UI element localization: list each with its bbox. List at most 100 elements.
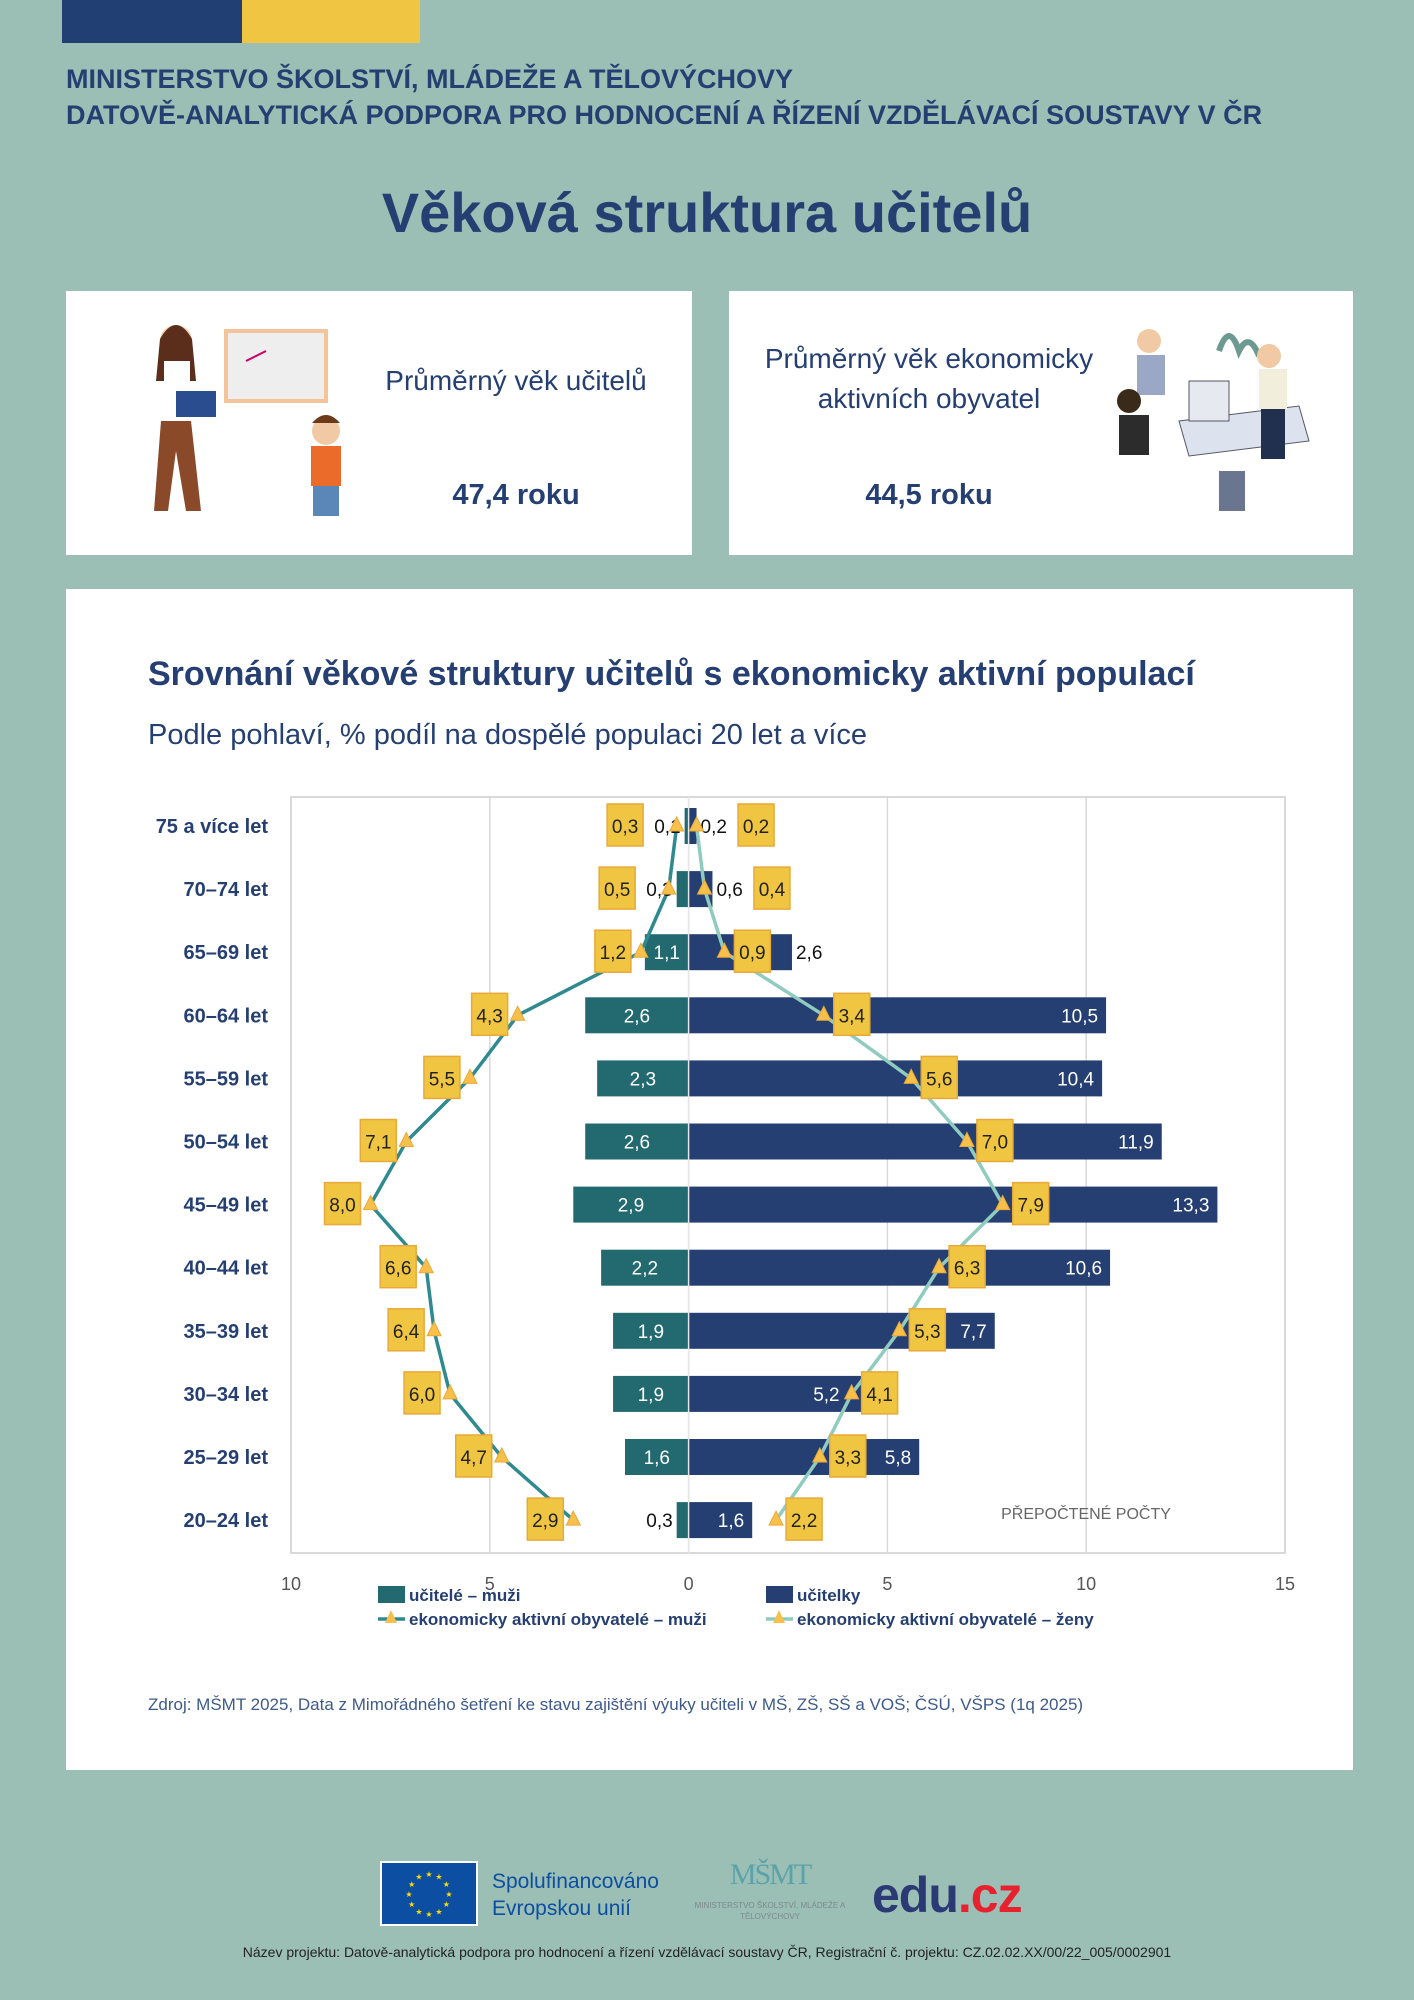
msmt-logo: MŠMT MINISTERSTVO ŠKOLSTVÍ, MLÁDEŽE A TĚ… xyxy=(690,1860,850,1922)
bar-teachers-men xyxy=(676,1502,689,1539)
average-age-teachers-value: 47,4 roku xyxy=(452,479,580,511)
label-workforce-women: 0,9 xyxy=(739,943,765,964)
label-workforce-men: 6,6 xyxy=(385,1259,411,1280)
average-age-teachers-label: Průměrný věk učitelů xyxy=(385,365,647,396)
eu-stars-icon: ★ ★★★★★★★★★★★ xyxy=(405,1870,452,1919)
msmt-logo-mark: MŠMT xyxy=(729,1858,812,1891)
label-workforce-men: 7,1 xyxy=(365,1133,391,1154)
marker-workforce-men xyxy=(668,815,685,832)
y-category-label: 75 a více let xyxy=(156,816,269,838)
line-workforce-men xyxy=(368,825,679,1522)
marker-workforce-men xyxy=(418,1257,434,1274)
y-category-label: 55–59 let xyxy=(183,1068,268,1090)
bar-label-teachers-women: 7,7 xyxy=(960,1322,986,1343)
bar-label-teachers-men: 1,9 xyxy=(638,1322,664,1343)
bar-label-teachers-women: 10,6 xyxy=(1065,1259,1102,1280)
bar-teachers-women xyxy=(688,1123,1162,1160)
y-category-label: 45–49 let xyxy=(183,1195,268,1217)
label-workforce-women: 0,2 xyxy=(743,817,769,838)
teacher-illustration xyxy=(154,325,341,516)
label-workforce-women: 3,3 xyxy=(835,1448,861,1469)
bar-label-teachers-women: 10,4 xyxy=(1057,1069,1094,1090)
label-workforce-women: 4,1 xyxy=(866,1385,892,1406)
eu-star-icon: ★ xyxy=(405,1890,412,1899)
marker-workforce-women xyxy=(994,1194,1011,1211)
bar-label-teachers-women: 13,3 xyxy=(1172,1196,1209,1217)
label-workforce-men: 1,2 xyxy=(600,943,626,964)
bar-label-teachers-women: 1,6 xyxy=(718,1511,744,1532)
label-workforce-women-box xyxy=(833,992,871,1037)
label-workforce-men: 4,7 xyxy=(461,1448,487,1469)
average-age-teachers-card: Průměrný věk učitelů 47,4 roku xyxy=(66,291,692,555)
bar-teachers-women xyxy=(688,1312,995,1349)
marker-workforce-women xyxy=(716,942,733,958)
eu-star-icon: ★ xyxy=(408,1900,415,1909)
label-workforce-men: 0,5 xyxy=(604,880,630,901)
marker-workforce-women xyxy=(891,1320,908,1337)
label-workforce-men: 8,0 xyxy=(329,1196,355,1217)
eu-flag-logo: ★ ★ ★ ★ ★ ★ ★ ★ ★ ★ ★ ★ xyxy=(380,1861,478,1926)
marker-workforce-women xyxy=(815,1005,832,1021)
bar-label-teachers-men: 2,2 xyxy=(632,1259,658,1280)
bar-label-teachers-women: 0,2 xyxy=(701,817,727,838)
x-tick-label: 0 xyxy=(684,1574,694,1594)
label-workforce-men-box xyxy=(454,1434,493,1478)
legend-swatch xyxy=(766,1586,793,1603)
bar-label-teachers-men: 0,3 xyxy=(646,1511,672,1532)
label-workforce-women-box xyxy=(976,1118,1014,1163)
label-workforce-men-box xyxy=(470,992,509,1037)
marker-workforce-women xyxy=(688,815,705,832)
eu-star-icon: ★ xyxy=(435,1873,442,1882)
legend-label: ekonomicky aktivní obyvatelé – muži xyxy=(409,1610,707,1629)
marker-workforce-men xyxy=(565,1509,582,1526)
legend-label: ekonomicky aktivní obyvatelé – ženy xyxy=(797,1610,1094,1629)
y-category-label: 70–74 let xyxy=(183,879,268,901)
y-category-label: 20–24 let xyxy=(183,1510,268,1532)
marker-workforce-men xyxy=(493,1446,510,1463)
label-workforce-men-box xyxy=(359,1118,398,1163)
label-workforce-women: 3,4 xyxy=(839,1006,866,1027)
label-workforce-men: 4,3 xyxy=(476,1006,502,1027)
eu-star-icon: ★ xyxy=(443,1900,450,1909)
page-title: Věková struktura učitelů xyxy=(381,181,1033,244)
bar-label-teachers-women: 10,5 xyxy=(1061,1006,1098,1027)
marker-workforce-women xyxy=(843,1383,860,1400)
bar-label-teachers-women: 5,2 xyxy=(813,1385,839,1406)
bar-teachers-women xyxy=(688,1249,1111,1286)
edu-cz-logo: edu.cz xyxy=(872,1866,1023,1924)
project-name: DATOVĚ-ANALYTICKÁ PODPORA PRO HODNOCENÍ … xyxy=(66,100,1263,130)
bar-teachers-men xyxy=(613,1312,689,1349)
label-workforce-women-box xyxy=(753,866,791,910)
eu-line2: Evropskou unií xyxy=(492,1897,631,1920)
eu-star-icon: ★ xyxy=(408,1880,415,1889)
y-category-label: 30–34 let xyxy=(183,1384,268,1406)
label-workforce-men: 5,5 xyxy=(429,1069,455,1090)
label-workforce-women-box xyxy=(1011,1181,1050,1226)
eu-star-icon: ★ xyxy=(415,1873,422,1882)
marker-workforce-men xyxy=(509,1005,526,1021)
eu-star-icon: ★ xyxy=(425,1870,432,1879)
x-tick-label: 10 xyxy=(281,1574,301,1594)
label-workforce-men: 6,0 xyxy=(409,1385,435,1406)
label-workforce-men: 2,9 xyxy=(532,1511,558,1532)
eu-star-icon: ★ xyxy=(445,1890,452,1899)
brand-bar-blue xyxy=(62,0,242,43)
bar-teachers-men xyxy=(597,1060,689,1097)
chart-subtitle: Podle pohlaví, % podíl na dospělé popula… xyxy=(148,719,868,751)
bar-label-teachers-women: 2,6 xyxy=(796,943,822,964)
cz-logo-part: .cz xyxy=(957,1867,1023,1923)
office-workers-illustration xyxy=(1117,329,1310,511)
label-workforce-men: 6,4 xyxy=(393,1322,420,1343)
label-workforce-women-box xyxy=(785,1497,823,1541)
bar-teachers-men xyxy=(624,1439,689,1475)
marker-workforce-men xyxy=(426,1320,442,1337)
eu-star-icon: ★ xyxy=(425,1910,432,1919)
average-age-workforce-card: Průměrný věk ekonomicky aktivních obyvat… xyxy=(729,291,1353,555)
label-workforce-men-box xyxy=(594,929,632,973)
x-tick-label: 10 xyxy=(1076,1574,1096,1594)
label-workforce-men-box xyxy=(323,1181,362,1226)
marker-workforce-men xyxy=(398,1131,415,1147)
label-workforce-men-box xyxy=(387,1308,425,1352)
marker-workforce-men xyxy=(633,942,649,958)
bar-teachers-men xyxy=(573,1186,689,1223)
